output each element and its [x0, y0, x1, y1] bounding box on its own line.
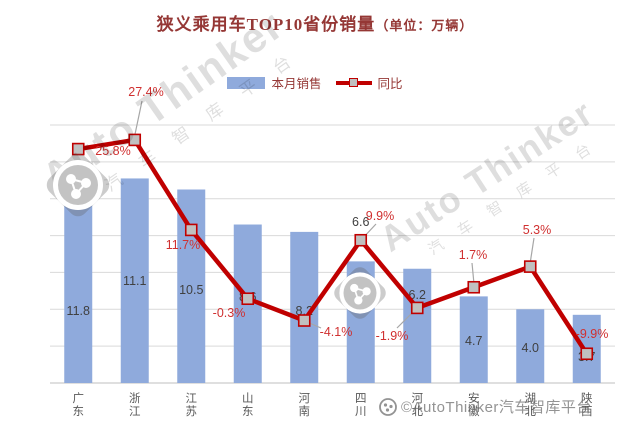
marker-广东: [71, 142, 85, 156]
yoy-value-label: 11.7%: [166, 238, 201, 252]
label-leader-line: [529, 237, 535, 265]
marker-河北: [410, 301, 424, 315]
x-tick-陕西: 陕西: [581, 391, 593, 418]
bar-value-label: 11.8: [67, 304, 90, 318]
chart-title-main: 狭义乘用车TOP10省份销量: [156, 15, 376, 34]
x-tick-河南: 河南: [299, 392, 311, 418]
label-leader-line: [471, 262, 475, 285]
footer-watermark: ©AutoThinker汽车智库平台: [378, 396, 592, 417]
marker-江苏: [184, 223, 198, 237]
bar-value-label: 4.0: [522, 341, 539, 355]
x-tick-湖北: 湖北: [525, 391, 537, 418]
yoy-value-label: -0.3%: [213, 306, 246, 320]
marker-安徽: [467, 280, 481, 294]
bar-value-label: 4.7: [465, 334, 482, 348]
chart-title-unit: （单位：万辆）: [375, 18, 474, 33]
bar-value-label: 6.6: [352, 215, 369, 229]
bar-广东: [64, 165, 93, 383]
bar-value-label: 10.5: [179, 283, 203, 297]
yoy-value-label: -4.1%: [320, 325, 353, 339]
bar-浙江: [120, 178, 149, 383]
yoy-value-label: 25.8%: [95, 144, 130, 158]
bar-河北: [403, 268, 432, 383]
marker-河南: [297, 314, 311, 327]
yoy-value-label: 1.7%: [459, 248, 488, 262]
legend-item-bar: 本月销售: [227, 73, 322, 92]
x-tick-四川: 四川: [355, 393, 367, 418]
yoy-value-label: 27.4%: [128, 85, 163, 99]
yoy-value-label: -9.9%: [576, 327, 609, 341]
line-marker-icon: [348, 77, 358, 87]
chart-title: 狭义乘用车TOP10省份销量（单位：万辆）: [0, 10, 630, 35]
legend: 本月销售 同比: [0, 73, 630, 92]
bar-value-label: 11.1: [123, 274, 146, 288]
line-series-swatch: [335, 77, 372, 89]
bar-四川: [346, 261, 375, 383]
x-tick-浙江: 浙江: [129, 392, 141, 418]
marker-四川: [354, 233, 368, 247]
marker-陕西: [580, 347, 594, 361]
x-tick-江苏: 江苏: [186, 392, 198, 418]
marker-浙江: [128, 133, 142, 147]
bar-江苏: [177, 189, 206, 383]
x-tick-河北: 河北: [412, 392, 424, 418]
yoy-value-label: 9.9%: [366, 209, 395, 223]
legend-item-line: 同比: [335, 73, 403, 92]
x-tick-山东: 山东: [242, 392, 254, 418]
bar-湖北: [516, 309, 545, 383]
bar-series-swatch: [227, 76, 266, 89]
yoy-value-label: -1.9%: [376, 329, 409, 343]
legend-line-label: 同比: [377, 77, 403, 91]
x-tick-安徽: 安徽: [468, 391, 480, 418]
label-leader-line: [133, 100, 143, 140]
footer-logo-icon: [379, 397, 397, 416]
marker-湖北: [523, 260, 537, 273]
marker-山东: [241, 292, 255, 306]
legend-bar-label: 本月销售: [271, 77, 322, 91]
yoy-value-label: 5.3%: [523, 223, 552, 237]
bar-value-label: 6.2: [409, 288, 426, 302]
bar-安徽: [459, 296, 488, 383]
yoy-line: [77, 137, 589, 355]
x-tick-广东: 广东: [73, 392, 85, 418]
footer-watermark-text: ©AutoThinker汽车智库平台: [401, 399, 592, 416]
